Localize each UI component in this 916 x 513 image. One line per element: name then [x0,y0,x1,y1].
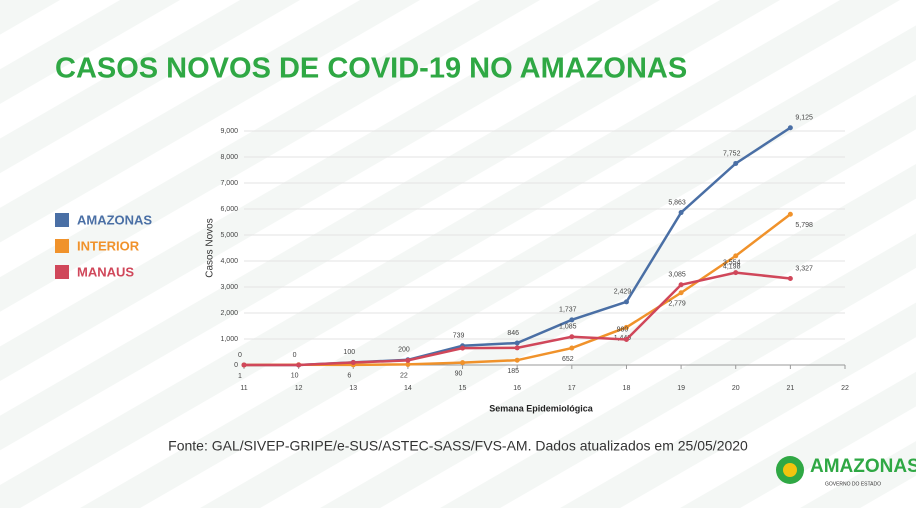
point [623,324,629,330]
x-tick-label: 16 [513,385,521,392]
point [460,345,466,351]
chart-title: CASOS NOVOS DE COVID-19 NO AMAZONAS [55,53,687,85]
point [460,360,466,366]
data-label: 185 [507,368,519,375]
x-tick-label: 17 [568,385,576,392]
x-tick-label: 12 [295,385,303,392]
x-tick-label: 18 [623,385,631,392]
point [623,337,629,343]
data-label: 739 [453,333,465,340]
x-tick-label: 15 [459,385,467,392]
point [733,270,739,276]
point [678,210,684,216]
data-label: 10 [291,373,299,380]
data-label: 4,198 [723,264,741,271]
point [405,357,411,363]
y-tick-label: 0 [234,362,238,369]
data-label: 980 [617,326,629,333]
point [296,362,302,368]
point [514,345,520,351]
data-label: 0 [293,352,297,359]
data-label: 1,085 [559,324,577,331]
data-label: 200 [398,347,410,354]
x-tick-label: 11 [240,385,247,392]
data-label: 3,085 [668,272,686,279]
point [514,357,520,363]
data-label: 22 [400,372,408,379]
point [569,345,575,351]
x-tick-label: 22 [841,385,849,392]
y-tick-label: 3,000 [220,284,238,291]
data-label: 100 [343,349,355,356]
x-axis-label: Semana Epidemiológica [489,403,594,413]
legend-label: INTERIOR [77,238,140,253]
data-label: 6 [347,373,351,380]
y-tick-label: 9,000 [220,128,238,135]
x-tick-label: 21 [786,385,794,392]
logo: AMAZONAS GOVERNO DO ESTADO [776,456,916,487]
x-tick-label: 13 [349,385,357,392]
data-label: 5,863 [668,199,686,206]
data-label: 846 [507,330,519,337]
point [514,340,520,346]
point [241,362,247,368]
data-label: 7,752 [723,150,741,157]
y-tick-label: 1,000 [220,336,238,343]
y-tick-label: 6,000 [220,206,238,213]
data-label: 1,737 [559,307,577,314]
legend-swatch [55,213,69,227]
data-label: 5,798 [795,222,813,229]
legend-label: MANAUS [77,264,134,279]
point [350,360,356,366]
point [733,253,739,259]
x-tick-label: 20 [732,385,740,392]
data-label: 90 [455,371,463,378]
point [623,299,629,305]
x-tick-label: 19 [677,385,685,392]
point [678,290,684,296]
data-label: 0 [238,352,242,359]
data-label: 652 [562,356,574,363]
point [569,334,575,340]
point [405,361,411,367]
point [787,211,793,217]
data-label: 1 [238,373,242,380]
y-tick-label: 2,000 [220,310,238,317]
point [787,125,793,131]
logo-subtitle: GOVERNO DO ESTADO [825,481,881,487]
source-note: Fonte: GAL/SIVEP-GRIPE/e-SUS/ASTEC-SASS/… [168,438,748,454]
y-tick-label: 4,000 [220,258,238,265]
data-label: 2,779 [668,301,686,308]
legend-swatch [55,265,69,279]
legend-label: AMAZONAS [77,212,152,227]
logo-title: AMAZONAS [810,456,916,477]
point [787,275,793,281]
point [678,282,684,288]
y-tick-label: 8,000 [220,154,238,161]
y-tick-label: 5,000 [220,232,238,239]
data-label: 3,554 [723,259,741,266]
legend-swatch [55,239,69,253]
data-label: 3,327 [795,265,813,272]
y-axis-label: Casos Novos [205,218,216,277]
x-tick-label: 14 [404,385,412,392]
data-label: 9,125 [795,115,813,122]
y-tick-label: 7,000 [220,180,238,187]
logo-emblem-core [783,463,797,477]
point [733,160,739,166]
data-label: 2,429 [614,289,632,296]
point [569,317,575,323]
